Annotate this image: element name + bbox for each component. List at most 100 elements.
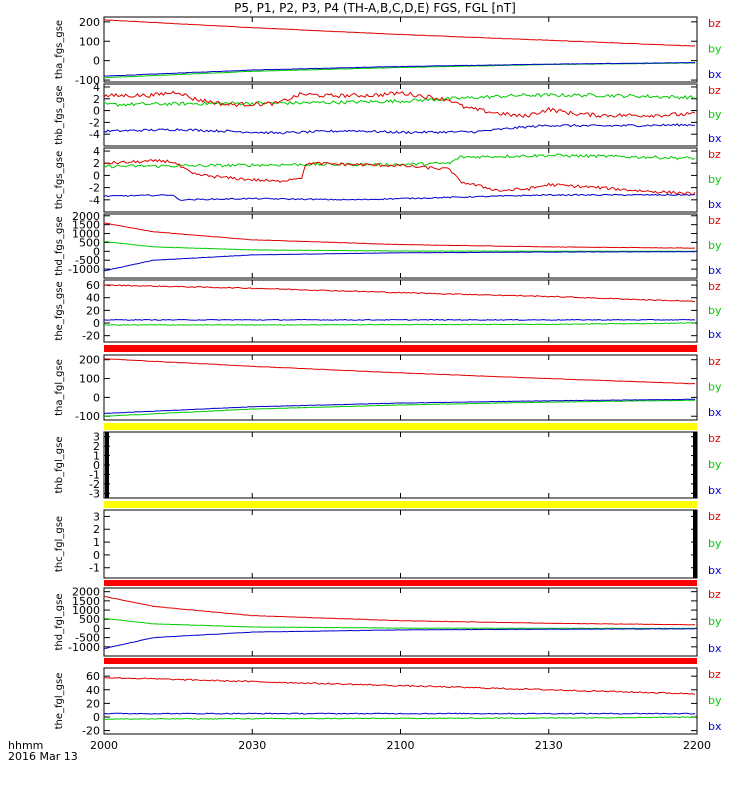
data-gap-bar	[104, 501, 697, 508]
legend-bx: bx	[708, 720, 722, 733]
y-tick-label: 20	[86, 697, 100, 710]
y-tick-label: 0	[93, 549, 100, 562]
series-line-by	[103, 617, 695, 630]
series-line-by	[103, 716, 696, 720]
x-tick-label: 2200	[683, 739, 711, 752]
series-line-bx	[104, 61, 696, 77]
series-line-bz	[103, 158, 696, 196]
y-tick-label: 0	[93, 55, 100, 68]
y-axis-label: thc_fgl_gse	[54, 516, 65, 572]
y-axis-label: the_fgl_gse	[54, 673, 65, 730]
y-tick-label: -100	[75, 410, 100, 423]
y-axis-label: tha_fgl_gse	[54, 359, 65, 416]
legend-bz: bz	[708, 214, 721, 227]
y-tick-label: 500	[79, 613, 100, 626]
series-line-bx	[103, 251, 696, 272]
series-line-bx	[103, 398, 696, 414]
y-tick-label: 0	[93, 317, 100, 330]
y-tick-label: 0	[93, 459, 100, 472]
legend-bx: bx	[708, 328, 722, 341]
panel-frame	[103, 279, 698, 343]
y-axis-label: thd_fgs_gse	[54, 216, 65, 275]
y-tick-label: 0	[93, 105, 100, 118]
y-tick-label: 2	[93, 440, 100, 453]
y-tick-label: 500	[79, 236, 100, 249]
legend-by: by	[708, 173, 722, 186]
legend-bx: bx	[708, 406, 722, 419]
legend-bx: bx	[708, 264, 722, 277]
data-gap-bar	[104, 345, 697, 352]
y-tick-label: 60	[86, 670, 100, 683]
y-tick-label: 4	[93, 145, 100, 158]
data-gap-bar	[104, 658, 697, 664]
data-gap-bar	[104, 423, 697, 430]
legend-bz: bz	[708, 588, 721, 601]
series-line-by	[103, 153, 696, 169]
series-line-by	[103, 240, 695, 253]
data-gap-bar	[104, 580, 697, 586]
y-axis-label: thb_fgl_gse	[54, 437, 65, 494]
y-axis-label: the_fgs_gse	[54, 281, 65, 340]
y-tick-label: -20	[82, 725, 100, 738]
y-tick-label: 2000	[72, 210, 100, 223]
y-tick-label: -4	[89, 194, 100, 207]
y-tick-label: -2	[89, 182, 100, 195]
y-axis-label: tha_fgs_gse	[54, 20, 65, 79]
legend-bx: bx	[708, 68, 722, 81]
series-line-bz	[104, 358, 696, 385]
series-line-bx	[103, 628, 696, 650]
y-tick-label: -100	[75, 74, 100, 87]
y-tick-label: 200	[79, 354, 100, 367]
series-line-bx	[103, 193, 696, 201]
series-line-bz	[103, 19, 696, 47]
y-tick-label: -2	[89, 478, 100, 491]
y-tick-label: 1000	[72, 228, 100, 241]
y-tick-label: 1500	[72, 595, 100, 608]
data-gap-marker	[693, 510, 697, 578]
legend-bz: bz	[708, 280, 721, 293]
y-tick-label: 1500	[72, 219, 100, 232]
legend-bz: bz	[708, 84, 721, 97]
legend-bz: bz	[708, 510, 721, 523]
x-axis-label-date: 2016 Mar 13	[8, 750, 78, 763]
x-tick-label: 2030	[238, 739, 266, 752]
legend-by: by	[708, 43, 722, 56]
series-line-bx	[103, 123, 695, 135]
y-tick-label: 2	[93, 523, 100, 536]
panel-frame	[103, 587, 698, 657]
legend-bz: bz	[708, 355, 721, 368]
y-tick-label: 0	[93, 622, 100, 635]
y-tick-label: 2	[93, 93, 100, 106]
y-tick-label: 3	[93, 431, 100, 444]
y-tick-label: 1	[93, 450, 100, 463]
series-line-bz	[103, 284, 696, 303]
legend-by: by	[708, 694, 722, 707]
legend-bx: bx	[708, 484, 722, 497]
legend-by: by	[708, 381, 722, 394]
x-tick-label: 2000	[90, 739, 118, 752]
y-axis-label: thd_fgl_gse	[54, 594, 65, 651]
data-gap-marker	[693, 432, 697, 498]
y-tick-label: 0	[93, 169, 100, 182]
legend-by: by	[708, 304, 722, 317]
y-tick-label: 1	[93, 536, 100, 549]
legend-by: by	[708, 537, 722, 550]
panel-frame	[103, 431, 698, 499]
series-line-by	[104, 92, 696, 107]
y-tick-label: 0	[93, 245, 100, 258]
panel-frame	[103, 354, 698, 421]
y-tick-label: 60	[86, 279, 100, 292]
y-tick-label: 100	[79, 373, 100, 386]
legend-bx: bx	[708, 132, 722, 145]
panel-frame	[103, 147, 698, 213]
series-line-bz	[103, 90, 696, 118]
legend-bz: bz	[708, 668, 721, 681]
y-tick-label: -3	[89, 487, 100, 500]
panel-frame	[103, 667, 698, 735]
y-tick-label: -20	[82, 330, 100, 343]
legend-bz: bz	[708, 432, 721, 445]
y-axis-label: thc_fgs_gse	[54, 151, 65, 210]
y-tick-label: -1000	[68, 641, 100, 654]
y-tick-label: 40	[86, 292, 100, 305]
legend-bz: bz	[708, 148, 721, 161]
